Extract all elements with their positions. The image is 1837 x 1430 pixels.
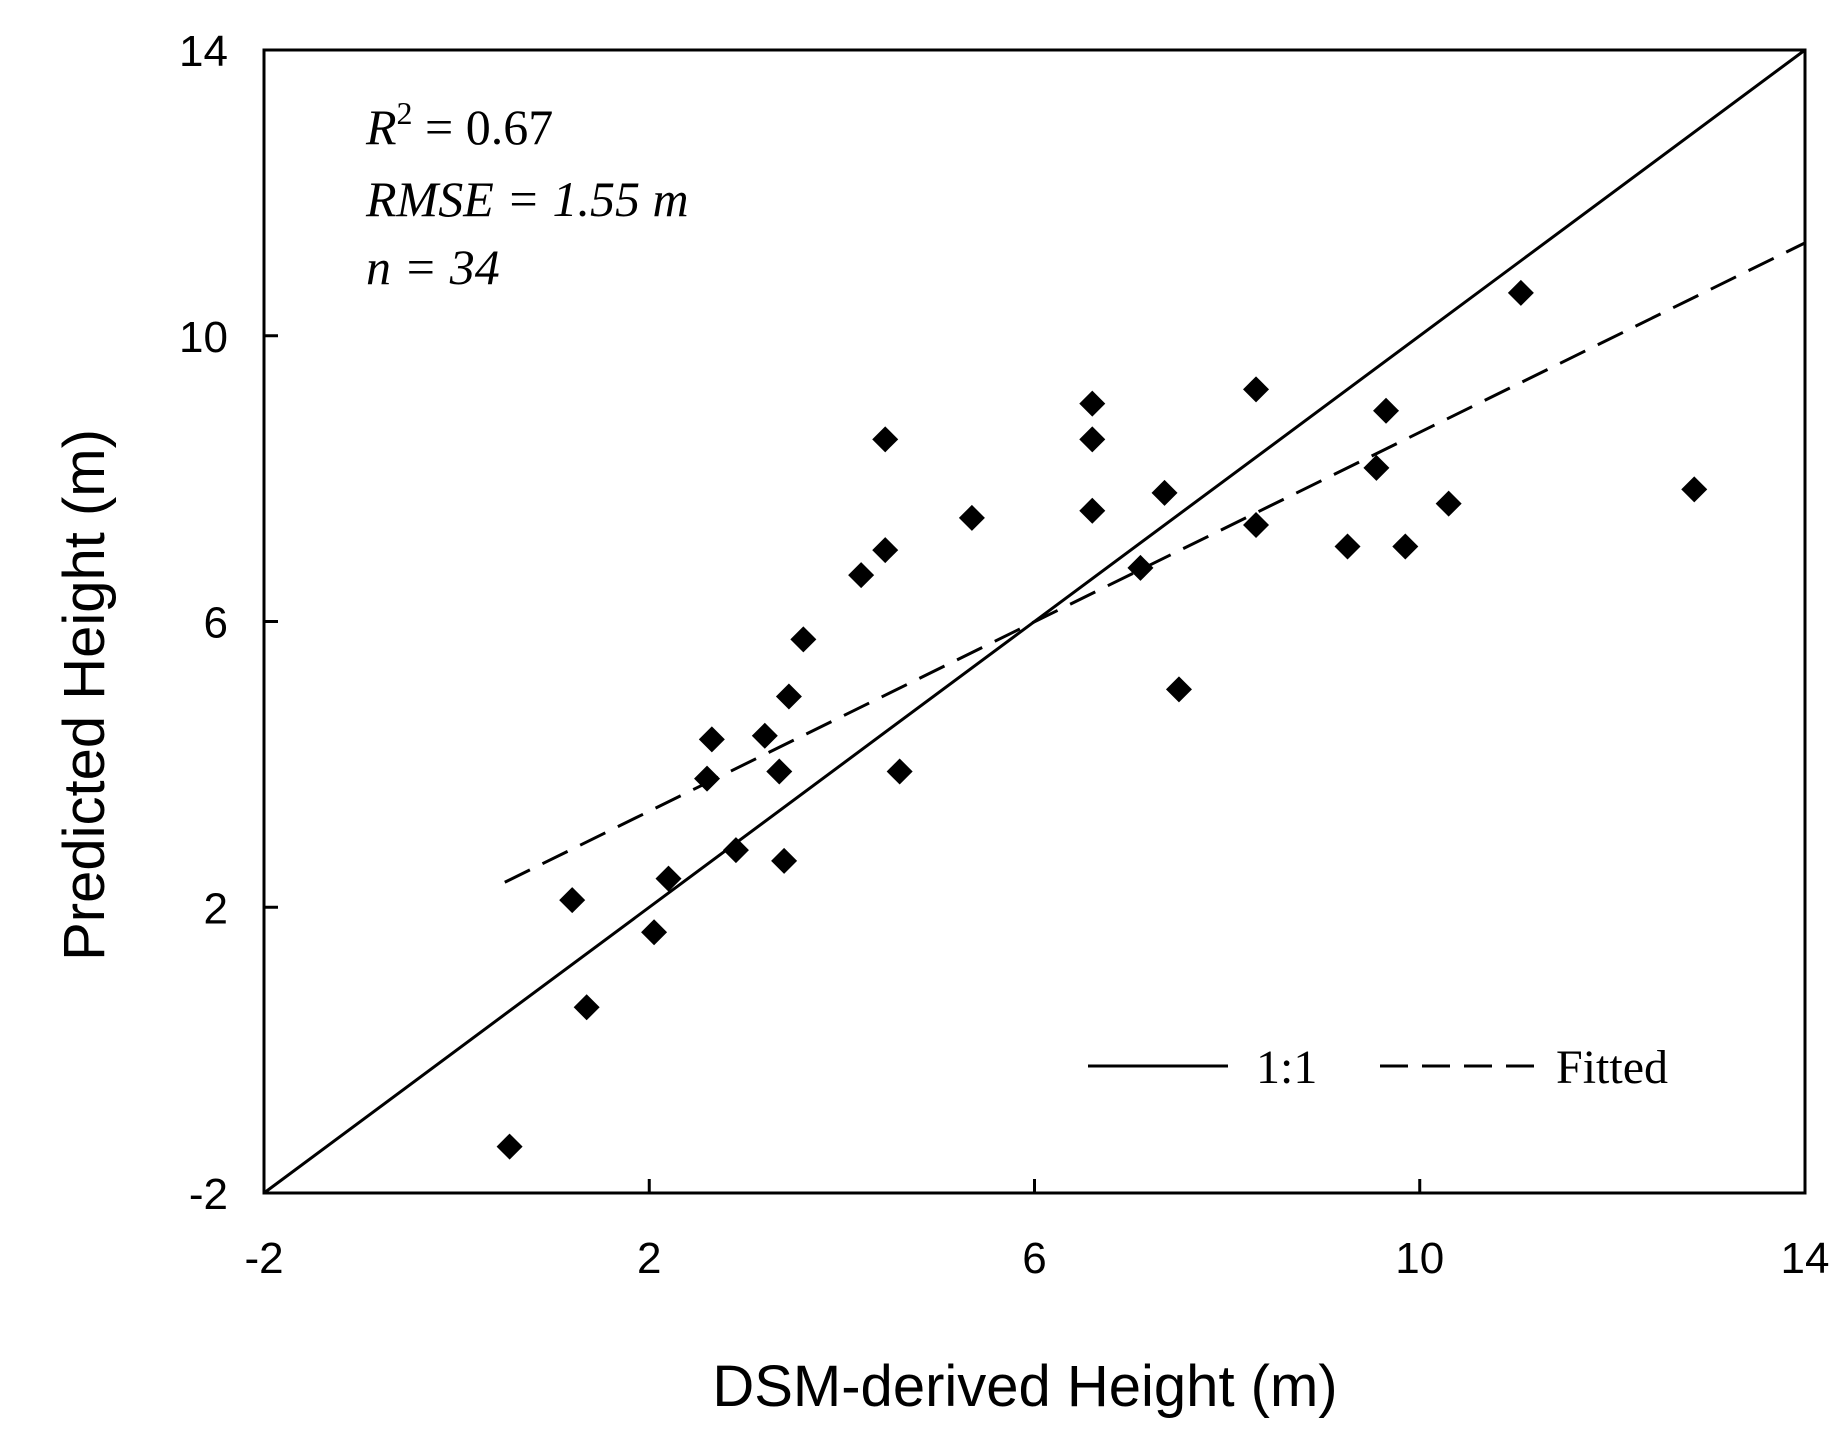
data-point-31: [1507, 279, 1534, 306]
y-tick-label-4: 14: [179, 27, 228, 76]
data-points: [496, 279, 1708, 1160]
data-point-30: [1435, 490, 1462, 517]
data-point-17: [958, 504, 985, 531]
legend-label-1to1: 1:1: [1256, 1041, 1317, 1094]
data-point-5: [694, 765, 721, 792]
data-point-14: [872, 537, 899, 564]
data-point-18: [1079, 390, 1106, 417]
data-point-4: [655, 865, 682, 892]
data-point-7: [722, 837, 749, 864]
x-axis-title: DSM-derived Height (m): [712, 1354, 1337, 1419]
reference-lines: [263, 48, 1806, 1195]
y-tick-label-0: -2: [189, 1170, 228, 1219]
annotation-r2: R2 = 0.67: [365, 95, 553, 155]
y-tick-label-2: 6: [204, 599, 228, 648]
data-point-1: [559, 887, 586, 914]
legend: 1:1 Fitted: [1088, 1041, 1668, 1094]
data-point-19: [1079, 426, 1106, 453]
annotation-n: n = 34: [366, 239, 500, 295]
data-point-12: [790, 626, 817, 653]
x-tick-label-2: 6: [1022, 1234, 1046, 1283]
x-tick-label-1: 2: [637, 1234, 661, 1283]
data-point-24: [1243, 376, 1270, 403]
data-point-9: [766, 758, 793, 785]
data-point-25: [1243, 512, 1270, 539]
y-tick-label-3: 10: [179, 313, 228, 362]
data-point-32: [1681, 476, 1708, 503]
data-point-22: [1151, 479, 1178, 506]
data-point-11: [775, 683, 802, 710]
legend-label-fitted: Fitted: [1556, 1041, 1668, 1094]
data-point-3: [641, 919, 668, 946]
fitted-line: [504, 241, 1806, 884]
x-tick-label-3: 10: [1395, 1234, 1444, 1283]
data-point-2: [573, 994, 600, 1021]
x-tick-label-0: -2: [244, 1234, 283, 1283]
y-tick-label-1: 2: [204, 884, 228, 933]
data-point-16: [886, 758, 913, 785]
data-point-21: [1127, 554, 1154, 581]
y-axis-title: Predicted Height (m): [52, 429, 117, 961]
data-point-27: [1363, 454, 1390, 481]
data-point-28: [1373, 397, 1400, 424]
data-point-20: [1079, 497, 1106, 524]
data-point-8: [751, 722, 778, 749]
data-point-13: [848, 562, 875, 589]
data-point-15: [872, 426, 899, 453]
x-tick-label-4: 14: [1781, 1234, 1830, 1283]
data-point-23: [1165, 676, 1192, 703]
data-point-6: [698, 726, 725, 753]
annotation-rmse: RMSE = 1.55 m: [365, 171, 689, 227]
data-point-29: [1392, 533, 1419, 560]
axis-ticks: -2 2 6 10 14 -2 2 6 10 14: [179, 27, 1829, 1283]
data-point-26: [1334, 533, 1361, 560]
data-point-0: [496, 1133, 523, 1160]
data-point-10: [771, 847, 798, 874]
